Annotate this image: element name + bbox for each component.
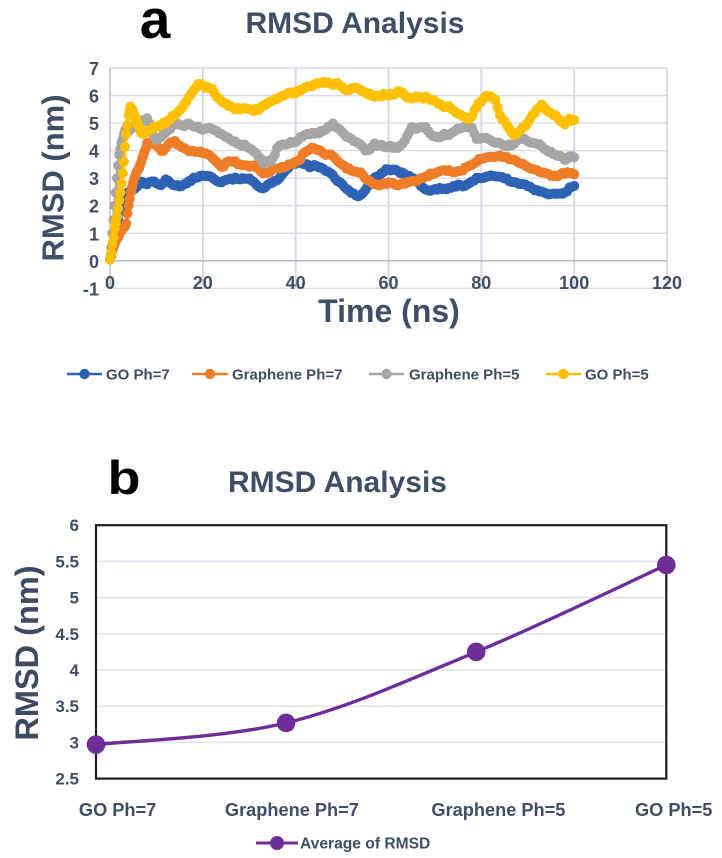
- svg-text:GO Ph=5: GO Ph=5: [585, 367, 649, 384]
- svg-text:5.5: 5.5: [55, 552, 79, 571]
- svg-text:60: 60: [378, 273, 398, 293]
- svg-text:RMSD Analysis: RMSD Analysis: [228, 466, 447, 499]
- svg-text:3: 3: [70, 733, 79, 752]
- svg-text:5: 5: [70, 589, 79, 608]
- svg-text:3.5: 3.5: [55, 697, 79, 716]
- svg-text:4.5: 4.5: [55, 625, 79, 644]
- svg-text:0: 0: [89, 252, 99, 272]
- svg-text:Time (ns): Time (ns): [318, 293, 460, 329]
- svg-text:-1: -1: [83, 279, 99, 299]
- svg-text:RMSD Analysis: RMSD Analysis: [246, 7, 465, 40]
- svg-text:6: 6: [70, 516, 79, 535]
- svg-text:2.5: 2.5: [55, 770, 79, 789]
- svg-text:6: 6: [89, 87, 99, 107]
- svg-text:a: a: [140, 0, 171, 50]
- svg-text:Graphene Ph=7: Graphene Ph=7: [225, 800, 359, 820]
- svg-text:20: 20: [193, 273, 213, 293]
- svg-text:120: 120: [652, 273, 682, 293]
- svg-text:GO Ph=7: GO Ph=7: [106, 367, 170, 384]
- svg-text:5: 5: [89, 114, 99, 134]
- svg-text:1: 1: [89, 224, 99, 244]
- svg-text:GO Ph=7: GO Ph=7: [79, 800, 156, 820]
- svg-text:2: 2: [89, 197, 99, 217]
- svg-text:4: 4: [89, 142, 99, 162]
- svg-text:7: 7: [89, 59, 99, 79]
- svg-text:40: 40: [286, 273, 306, 293]
- svg-text:RMSD (nm): RMSD (nm): [9, 565, 45, 740]
- svg-text:4: 4: [70, 661, 80, 680]
- svg-text:80: 80: [471, 273, 491, 293]
- svg-text:Graphene Ph=7: Graphene Ph=7: [232, 367, 342, 384]
- svg-text:b: b: [107, 451, 140, 504]
- svg-text:GO Ph=5: GO Ph=5: [635, 800, 712, 820]
- svg-text:Graphene Ph=5: Graphene Ph=5: [409, 367, 519, 384]
- svg-text:0: 0: [105, 273, 115, 293]
- svg-text:RMSD (nm): RMSD (nm): [36, 94, 71, 261]
- svg-text:Graphene Ph=5: Graphene Ph=5: [431, 800, 565, 820]
- svg-text:100: 100: [559, 273, 589, 293]
- svg-text:Average of RMSD: Average of RMSD: [300, 836, 430, 853]
- svg-text:3: 3: [89, 169, 99, 189]
